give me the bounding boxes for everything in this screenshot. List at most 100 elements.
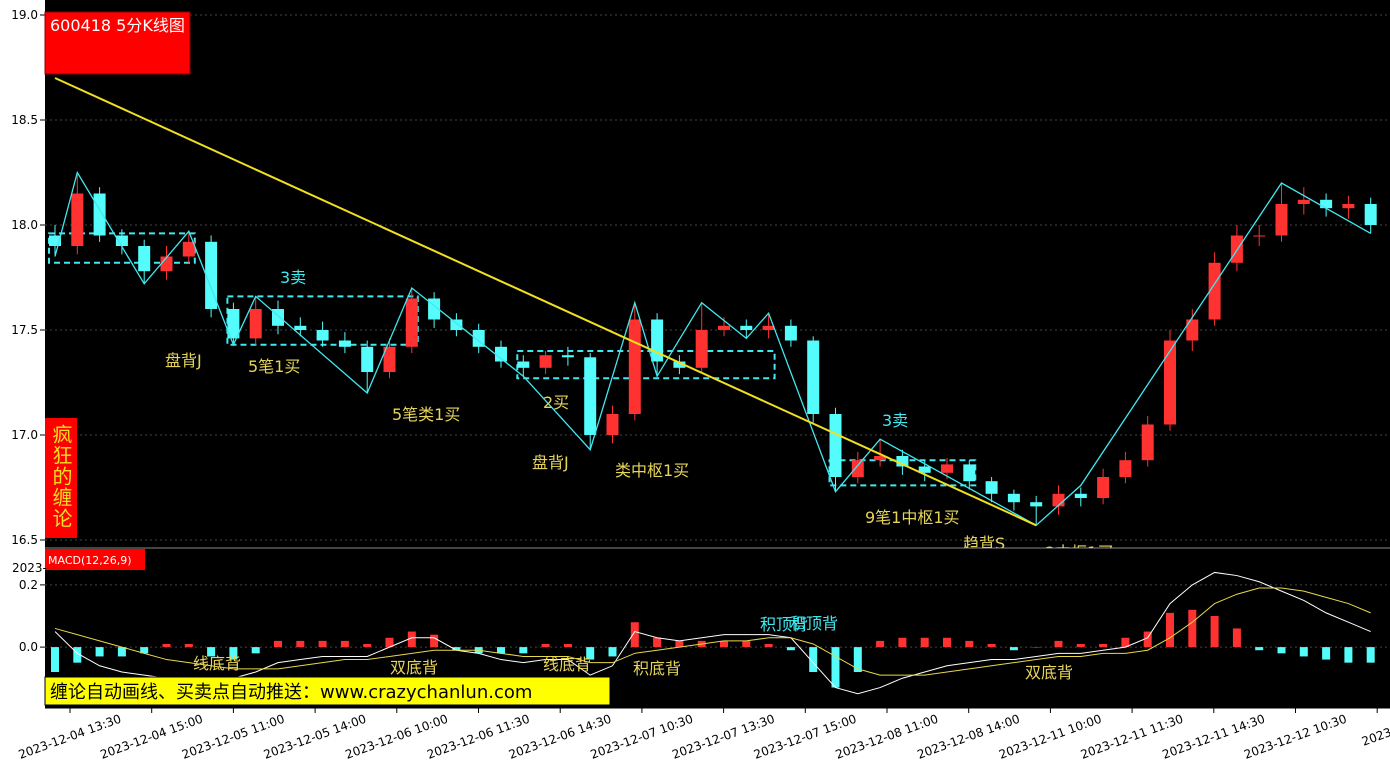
- macd-bar: [385, 637, 394, 648]
- macd-bar: [229, 647, 238, 660]
- macd-bar: [1054, 640, 1063, 648]
- candle-body: [851, 460, 864, 477]
- macd-bar: [184, 644, 193, 648]
- macd-bar: [430, 634, 439, 648]
- macd-bar: [162, 644, 171, 648]
- price-layer: 盘背J5笔1买3卖5笔类1买2买盘背J类中枢1买3卖9笔1中枢1买趋背S2中枢1…: [45, 14, 1390, 562]
- y-tick-label: 0.2: [19, 578, 38, 592]
- macd-title-box: [45, 549, 145, 570]
- macd-bar: [1232, 628, 1241, 648]
- macd-bar: [742, 640, 751, 648]
- macd-bar: [1366, 647, 1375, 663]
- y-tick-label: 18.0: [11, 218, 38, 232]
- macd-bar: [140, 647, 149, 654]
- annotation: 积顶背: [790, 614, 838, 633]
- candle-body: [784, 325, 797, 341]
- candle-body: [160, 256, 173, 272]
- candle-body: [405, 298, 418, 347]
- candle-body: [963, 464, 976, 482]
- annotation: 线底背: [543, 655, 591, 674]
- candle-body: [1141, 424, 1154, 461]
- macd-bar: [920, 637, 929, 648]
- macd-bar: [831, 647, 840, 688]
- annotation: 趋背S: [963, 534, 1005, 553]
- annotation: 3卖: [280, 268, 306, 287]
- macd-bar: [541, 644, 550, 648]
- annotation: 类中枢1买: [615, 461, 689, 480]
- macd-bar: [407, 631, 416, 648]
- candle-body: [1275, 204, 1288, 236]
- candle-body: [874, 456, 887, 461]
- macd-line: [54, 587, 1371, 676]
- brand-box: [45, 418, 77, 538]
- candle-body: [673, 361, 686, 368]
- macd-bar: [675, 640, 684, 648]
- candle-body: [450, 319, 463, 330]
- candle-body: [918, 466, 931, 473]
- annotation: 2中枢1买: [1045, 543, 1113, 562]
- macd-bar: [786, 647, 795, 651]
- macd-bar: [720, 640, 728, 648]
- macd-bar: [95, 647, 104, 657]
- stroke-line: [54, 170, 1372, 527]
- annotation: 盘背J: [165, 351, 202, 370]
- candle-body: [1297, 199, 1310, 204]
- y-tick-label: 18.5: [11, 113, 38, 127]
- macd-title: MACD(12,26,9): [48, 554, 132, 567]
- macd-bar: [608, 647, 617, 657]
- macd-bar: [898, 637, 907, 648]
- trend-line: [54, 77, 1037, 527]
- candle-body: [227, 309, 240, 339]
- y-tick-label: 16.5: [11, 533, 38, 547]
- macd-bar: [1009, 647, 1018, 651]
- price-panel: [45, 0, 1390, 548]
- annotation: 5笔类1买: [392, 405, 460, 424]
- chart-title: 600418 5分K线图: [50, 16, 185, 35]
- candle-body: [1074, 493, 1087, 498]
- macd-bar: [853, 647, 862, 672]
- macd-bar: [1210, 616, 1219, 648]
- candle-body: [495, 346, 507, 362]
- candle-body: [807, 340, 820, 414]
- candle-body: [985, 481, 998, 494]
- candle-body: [182, 241, 195, 257]
- annotation: 2买: [543, 393, 569, 412]
- macd-bar: [563, 644, 572, 648]
- annotation: 9笔1中枢1买: [865, 508, 960, 527]
- macd-line: [54, 571, 1371, 695]
- macd-bar: [452, 647, 461, 651]
- macd-bar: [987, 644, 996, 648]
- candle-body: [561, 355, 574, 358]
- annotation: 积底背: [633, 659, 681, 678]
- candle-body: [71, 193, 84, 246]
- macd-bar: [1166, 612, 1174, 648]
- macd-bar: [653, 637, 662, 648]
- candle-body: [1007, 493, 1020, 503]
- y-tick-label: 17.5: [11, 323, 38, 337]
- macd-bar: [1322, 647, 1331, 660]
- candle-body: [138, 246, 151, 272]
- macd-bar: [1277, 647, 1286, 654]
- candle-body: [115, 235, 128, 246]
- macd-bar: [586, 647, 595, 660]
- macd-bar: [318, 640, 327, 648]
- annotation: 3卖: [882, 411, 908, 430]
- macd-bar: [1076, 644, 1085, 648]
- candle-body: [1186, 319, 1199, 341]
- candle-body: [584, 357, 597, 435]
- macd-bar: [73, 647, 82, 663]
- annotation: 5笔1买: [248, 357, 300, 376]
- macd-bar: [296, 640, 305, 648]
- macd-bar: [363, 644, 372, 648]
- macd-bar: [1143, 631, 1152, 648]
- candle-body: [941, 464, 953, 473]
- macd-bar: [943, 637, 951, 648]
- candle-body: [205, 241, 218, 309]
- candle-body: [1030, 502, 1043, 507]
- candle-body: [294, 325, 307, 330]
- y-tick-label: 0.0: [19, 640, 38, 654]
- candle-body: [1164, 340, 1176, 425]
- macd-bar: [1299, 647, 1308, 657]
- macd-bar: [51, 647, 59, 672]
